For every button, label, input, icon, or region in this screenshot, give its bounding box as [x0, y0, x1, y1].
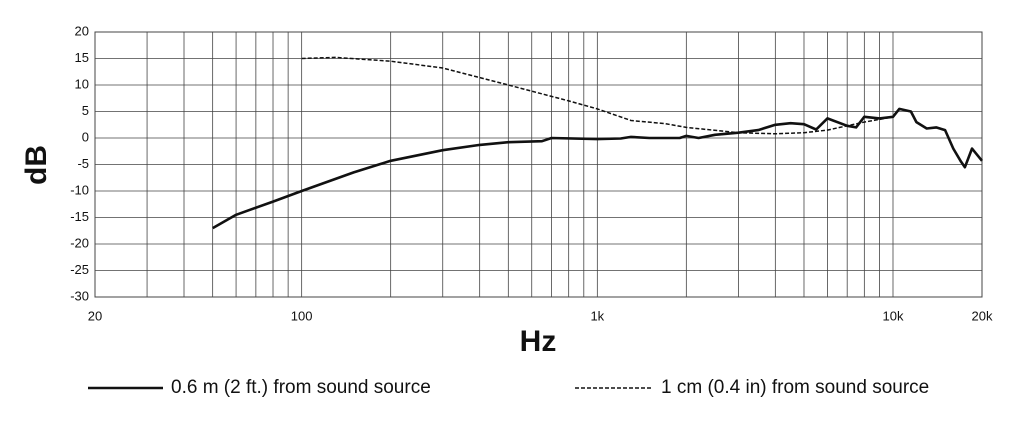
x-tick-label: 1k	[590, 308, 604, 323]
y-tick-label: -20	[70, 235, 89, 250]
x-tick-label: 20	[88, 308, 102, 323]
series-line	[301, 56, 894, 135]
legend-label: 1 cm (0.4 in) from sound source	[661, 377, 929, 398]
y-tick-label: 20	[75, 23, 89, 38]
y-tick-label: -25	[70, 262, 89, 277]
x-tick-label: 20k	[972, 308, 993, 323]
series-line	[212, 107, 984, 230]
y-tick-label: 0	[82, 129, 89, 144]
y-axis-title: dB	[20, 145, 53, 185]
y-tick-label: 5	[82, 103, 89, 118]
y-tick-label: -5	[77, 156, 89, 171]
y-tick-label: -10	[70, 182, 89, 197]
y-tick-label: -30	[70, 288, 89, 303]
legend-label: 0.6 m (2 ft.) from sound source	[171, 377, 431, 398]
plot-frame	[94, 31, 983, 298]
y-tick-label: 15	[75, 50, 89, 65]
x-tick-label: 100	[291, 308, 313, 323]
x-axis-title: Hz	[520, 325, 557, 358]
y-tick-label: -15	[70, 209, 89, 224]
y-tick-label: 10	[75, 76, 89, 91]
x-tick-label: 10k	[883, 308, 904, 323]
